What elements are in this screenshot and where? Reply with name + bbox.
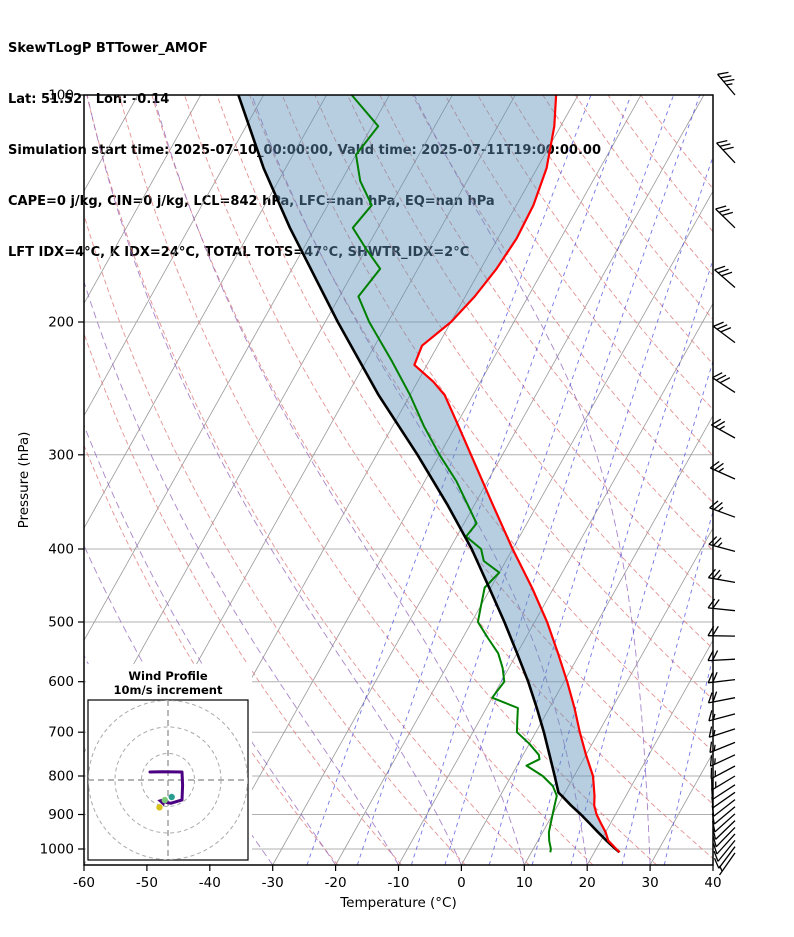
svg-text:-10: -10 bbox=[387, 875, 409, 891]
svg-text:400: 400 bbox=[48, 542, 74, 558]
hodograph-title: Wind Profile 10m/s increment bbox=[88, 669, 248, 697]
svg-text:1000: 1000 bbox=[40, 842, 74, 858]
figure-title: SkewTLogP BTTower_AMOF bbox=[8, 41, 208, 56]
svg-text:-30: -30 bbox=[262, 875, 284, 891]
hodograph-plot bbox=[88, 700, 248, 860]
svg-text:-50: -50 bbox=[136, 875, 158, 891]
axes: -60 -50 -40 -30 -20 -10 0 10 20 30 40 100 200 300 400 5… bbox=[16, 88, 722, 912]
mixing-ratio-lines bbox=[306, 95, 713, 865]
svg-text:800: 800 bbox=[48, 769, 74, 785]
wind-barbs bbox=[707, 71, 736, 876]
svg-text:0: 0 bbox=[457, 875, 466, 891]
hodograph-inset bbox=[86, 664, 252, 864]
svg-text:-20: -20 bbox=[325, 875, 347, 891]
hodograph-title-line2: 10m/s increment bbox=[113, 683, 223, 697]
svg-text:900: 900 bbox=[48, 807, 74, 823]
svg-text:100: 100 bbox=[48, 88, 74, 104]
figure-header: SkewTLogP BTTower_AMOF Lat: 51.52 Lon: -… bbox=[8, 6, 601, 295]
svg-text:40: 40 bbox=[704, 875, 721, 891]
dewpoint-line bbox=[350, 95, 558, 853]
parcel-line bbox=[237, 95, 621, 854]
svg-text:600: 600 bbox=[48, 674, 74, 690]
svg-text:-40: -40 bbox=[199, 875, 221, 891]
svg-text:Pressure (hPa): Pressure (hPa) bbox=[16, 432, 32, 529]
svg-text:Temperature (°C): Temperature (°C) bbox=[339, 895, 457, 911]
svg-text:500: 500 bbox=[48, 615, 74, 631]
temperature-line bbox=[413, 95, 621, 854]
svg-text:700: 700 bbox=[48, 725, 74, 741]
svg-text:10: 10 bbox=[516, 875, 533, 891]
hodograph-title-line1: Wind Profile bbox=[128, 669, 208, 683]
svg-text:-60: -60 bbox=[73, 875, 95, 891]
stability-indices-row2: LFT IDX=4°C, K IDX=24°C, TOTAL TOTS=47°C… bbox=[8, 245, 469, 260]
svg-text:20: 20 bbox=[579, 875, 596, 891]
svg-text:30: 30 bbox=[642, 875, 659, 891]
svg-text:300: 300 bbox=[48, 447, 74, 463]
svg-text:200: 200 bbox=[48, 315, 74, 331]
